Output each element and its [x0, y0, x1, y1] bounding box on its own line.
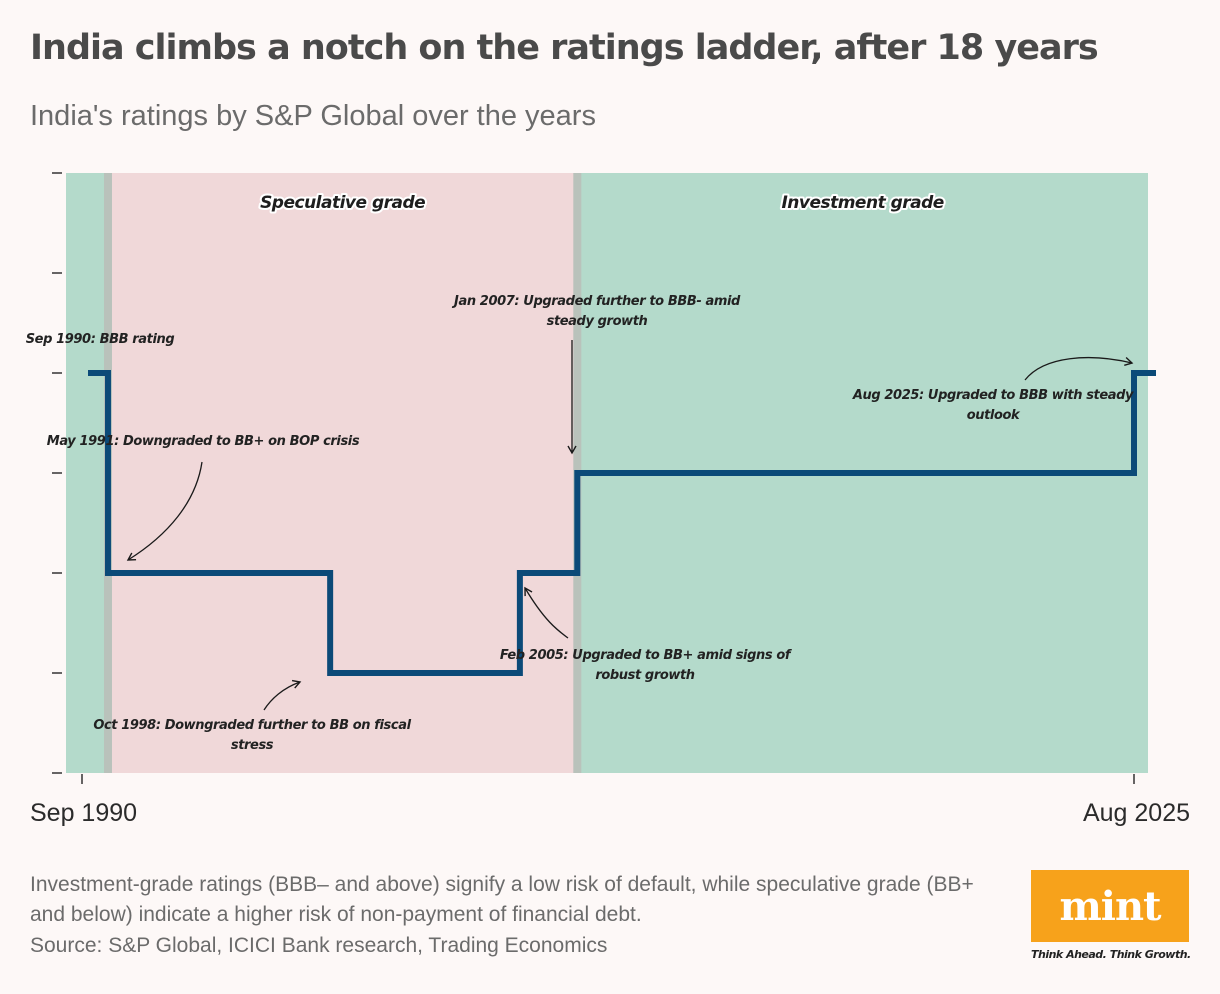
chart-title: India climbs a notch on the ratings ladd…: [30, 28, 1099, 68]
annotation-arrow-oct1998: [263, 679, 302, 711]
annotation-arrow-aug2025: [1024, 356, 1134, 381]
annotation-sep1990: Sep 1990: BBB rating: [26, 332, 175, 347]
chart-subtitle: India's ratings by S&P Global over the y…: [30, 100, 596, 132]
zone-investment: [66, 173, 108, 773]
ratings-step-chart: Sep 1990 Aug 2025 Speculative grade Invest…: [26, 172, 1190, 827]
x-label-end: Aug 2025: [1083, 799, 1190, 827]
annotation-jan2007: Jan 2007: Upgraded further to BBB- amid s…: [451, 294, 741, 329]
annotation-aug2025: Aug 2025: Upgraded to BBB with steady out…: [852, 388, 1134, 423]
rating-step-line: [88, 370, 1156, 676]
source-note: Source: S&P Global, ICICI Bank research,…: [30, 934, 608, 957]
mint-logo: mint: [1031, 870, 1189, 942]
mint-tagline: Think Ahead. Think Growth.: [1031, 948, 1191, 961]
zone-label: Investment grade: [781, 193, 943, 213]
footnote: Investment-grade ratings (BBB– and above…: [30, 873, 974, 926]
zone-label: Speculative grade: [260, 193, 425, 213]
mint-logo-text: mint: [1059, 882, 1161, 930]
zone-speculative: [107, 173, 578, 773]
annotation-oct1998: Oct 1998: Downgraded further to BB on fi…: [93, 718, 411, 753]
x-label-start: Sep 1990: [30, 799, 137, 827]
annotation-arrow-may1991: [126, 461, 203, 561]
annotation-arrow-feb2005: [524, 586, 569, 639]
annotation-feb2005: Feb 2005: Upgraded to BB+ amid signs of r…: [500, 648, 793, 683]
annotation-may1991: May 1991: Downgraded to BB+ on BOP crisi…: [47, 434, 360, 449]
